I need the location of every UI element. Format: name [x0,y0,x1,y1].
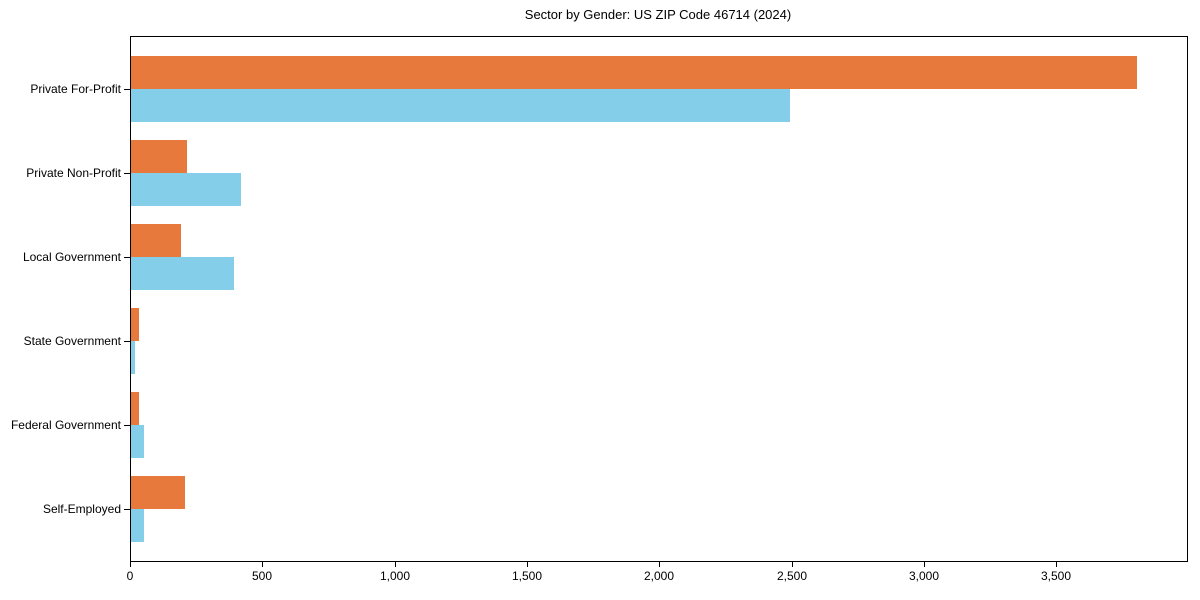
bar-female-self-employed [131,509,144,542]
bar-female-state-government [131,341,135,374]
y-axis-label-local-government: Local Government [22,250,121,264]
y-tick-mark [124,257,130,258]
y-tick-mark [124,173,130,174]
bar-male-local-government [131,224,181,257]
x-axis-tick-label: 3,500 [1040,569,1072,583]
x-tick-mark [792,562,793,567]
x-axis-tick-label: 2,500 [776,569,808,583]
plot-area: Male Female [130,36,1188,562]
bar-female-private-non-profit [131,173,241,206]
bar-male-federal-government [131,392,139,425]
y-tick-mark [124,89,130,90]
bar-female-local-government [131,257,234,290]
x-tick-mark [130,562,131,567]
bar-male-self-employed [131,476,185,509]
x-tick-mark [659,562,660,567]
x-axis-tick-label: 1,500 [511,569,543,583]
x-tick-mark [395,562,396,567]
x-tick-mark [527,562,528,567]
y-axis-label-private-for-profit: Private For-Profit [30,82,121,96]
x-axis-tick-label: 1,000 [379,569,411,583]
bar-female-private-for-profit [131,89,790,122]
bar-male-state-government [131,308,139,341]
y-tick-mark [124,509,130,510]
x-tick-mark [262,562,263,567]
y-axis-label-private-non-profit: Private Non-Profit [26,166,121,180]
bar-male-private-non-profit [131,140,187,173]
bar-male-private-for-profit [131,56,1137,89]
x-axis-tick-label: 0 [126,569,134,583]
y-tick-mark [124,425,130,426]
x-tick-mark [1056,562,1057,567]
x-axis-tick-label: 2,000 [643,569,675,583]
y-axis-label-state-government: State Government [23,334,121,348]
x-axis-tick-label: 3,000 [908,569,940,583]
x-tick-mark [924,562,925,567]
bar-female-federal-government [131,425,144,458]
x-axis-tick-label: 500 [251,569,273,583]
y-axis-label-federal-government: Federal Government [10,418,121,432]
y-axis-label-self-employed: Self-Employed [42,502,121,516]
chart-title: Sector by Gender: US ZIP Code 46714 (202… [524,7,792,22]
y-tick-mark [124,341,130,342]
